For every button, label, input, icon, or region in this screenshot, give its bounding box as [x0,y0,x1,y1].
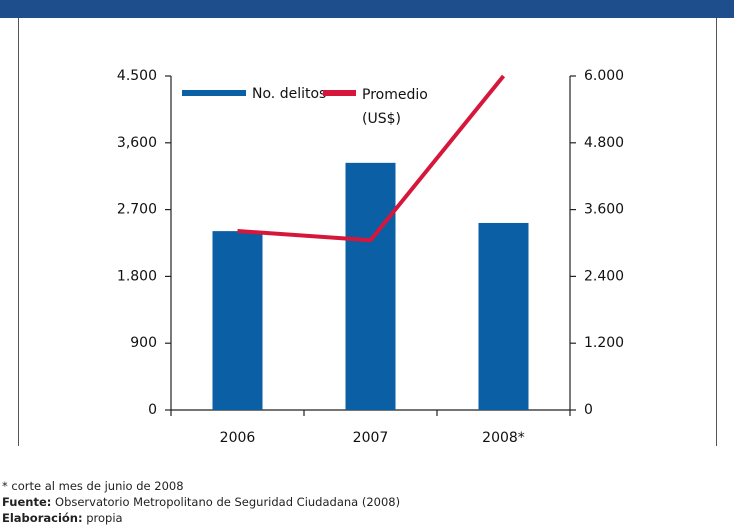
legend-swatch [323,90,356,96]
plot: 0 900 1.800 2.700 3,600 4.500 0 1.200 2.400 3.600… [117,68,624,446]
credit-text: propia [86,511,123,525]
y2-tick-label: 1.200 [584,335,624,351]
header-band [0,0,734,18]
bar [478,222,529,410]
legend-label: No. delitos [252,86,326,102]
source-label: Fuente: [2,495,52,509]
bar [345,162,396,410]
x-tick-label: 2007 [353,430,389,446]
y-tick-label: 900 [130,335,157,351]
source-text: Observatorio Metropolitano de Seguridad … [55,495,401,509]
note: * corte al mes de junio de 2008 [2,479,184,493]
y2-tick-label: 2.400 [584,268,624,284]
y-tick-label: 2.700 [117,202,157,218]
legend-label: Promedio (US$) [362,87,428,127]
y-tick-label: 0 [148,402,157,418]
y-tick-label: 4.500 [117,68,157,84]
source: Fuente: Observatorio Metropolitano de Se… [2,494,400,510]
y2-tick-label: 0 [584,402,593,418]
y2-tick-label: 6.000 [584,68,624,84]
legend-swatch [182,90,246,96]
notes: * corte al mes de junio de 2008 Fuente: … [2,478,400,526]
y-tick-label: 3,600 [117,135,157,151]
y2-tick-label: 3.600 [584,202,624,218]
y2-tick-label: 4.800 [584,135,624,151]
bar [212,231,263,410]
credit: Elaboración: propia [2,510,400,526]
x-tick-label: 2008* [482,430,525,446]
credit-label: Elaboración: [2,511,83,525]
y-tick-label: 1.800 [117,268,157,284]
x-tick-label: 2006 [220,430,256,446]
line [237,74,506,243]
